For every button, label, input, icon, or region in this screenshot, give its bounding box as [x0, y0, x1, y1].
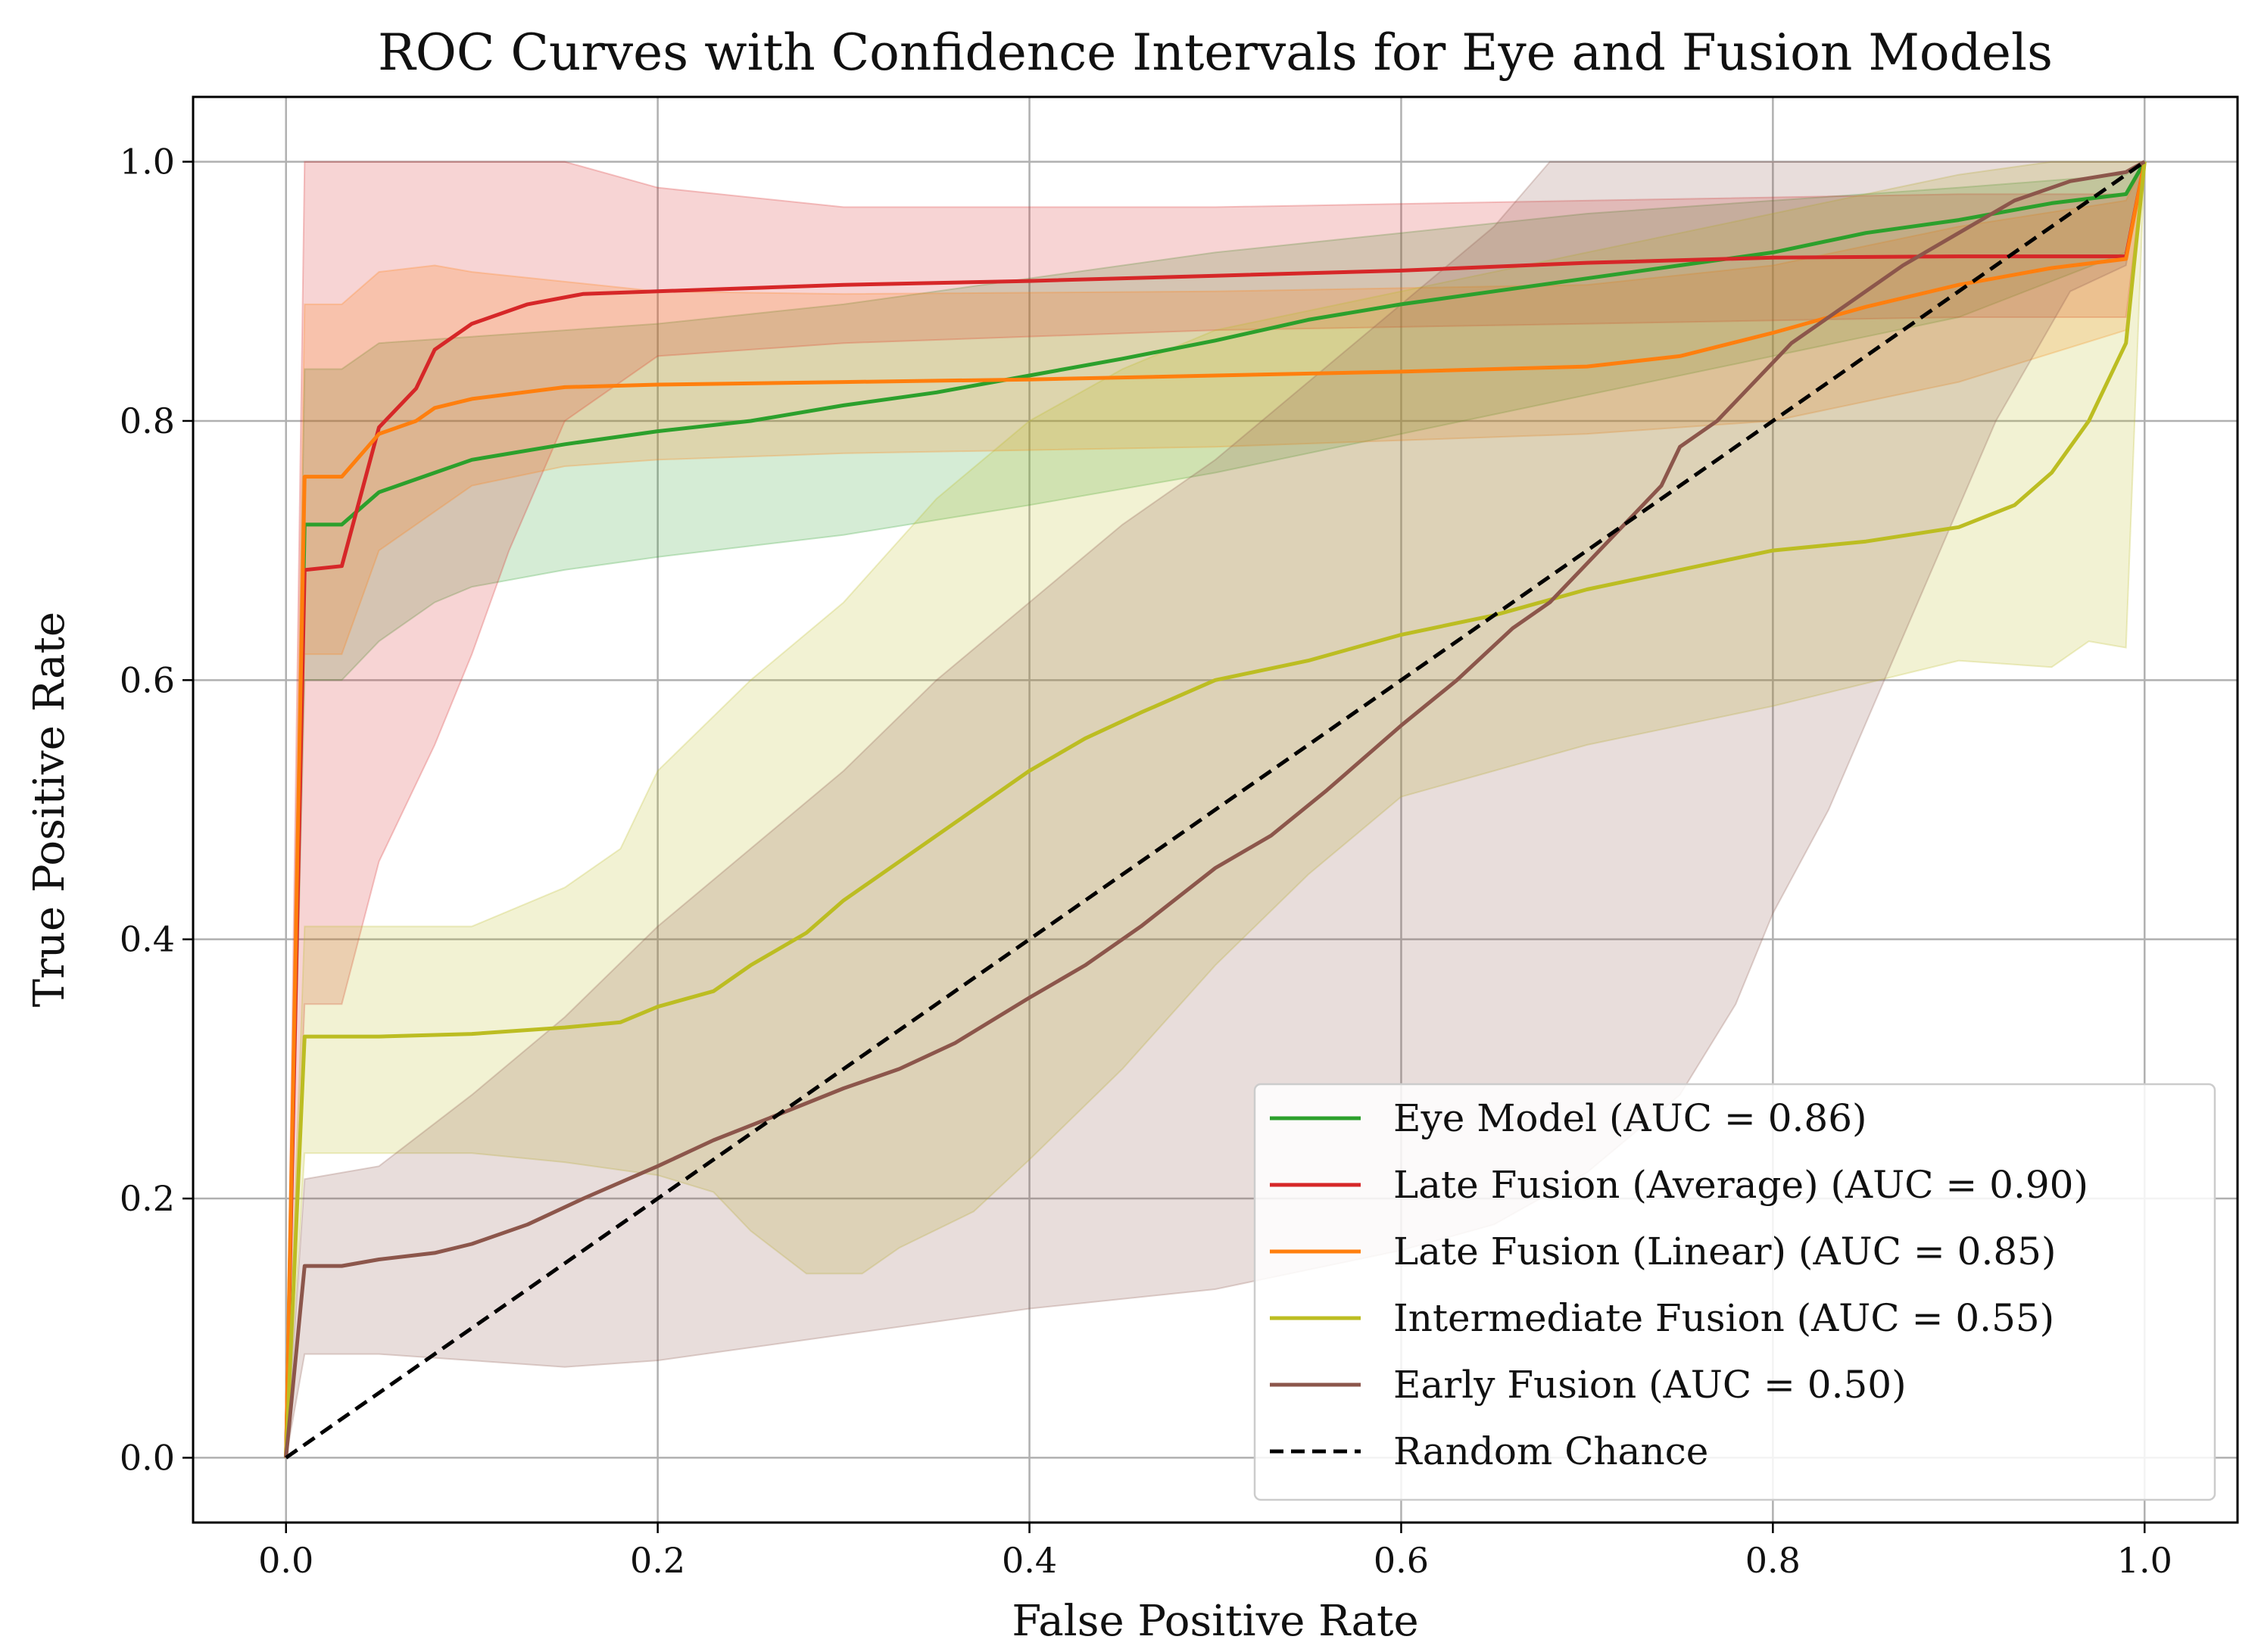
y-tick-label: 0.4: [120, 919, 175, 960]
x-tick-label: 1.0: [2117, 1540, 2172, 1581]
x-tick-label: 0.0: [258, 1540, 313, 1581]
y-tick-label: 0.2: [120, 1178, 175, 1219]
chart-title: ROC Curves with Confidence Intervals for…: [378, 23, 2053, 82]
y-tick-label: 1.0: [120, 142, 175, 182]
late-fusion-line: [284, 161, 2147, 1458]
x-axis-label: False Positive Rate: [1012, 1597, 1418, 1646]
legend-box: [1253, 1083, 2216, 1501]
y-tick-label: 0.0: [120, 1437, 175, 1478]
y-tick-label: 0.8: [120, 401, 175, 441]
plot-area-frame: [192, 95, 2239, 1524]
legend-label-intermediate-fusion: Intermediate Fusion (AUC = 0.55): [1393, 1296, 2054, 1340]
late-fusion-line: [284, 161, 2147, 1458]
legend-label-late-fusion: Late Fusion (Linear) (AUC = 0.85): [1393, 1230, 2056, 1273]
random-chance-line: [285, 160, 2146, 1460]
legend: Eye Model (AUC = 0.86) Late Fusion (Avera…: [1253, 1083, 2216, 1501]
legend-label-eye-model: Eye Model (AUC = 0.86): [1393, 1096, 1867, 1140]
intermediate-fusion-line: [284, 161, 2147, 1458]
series-lines: [284, 160, 2147, 1460]
x-tick-label: 0.4: [1002, 1540, 1057, 1581]
legend-label-random-chance: Random Chance: [1393, 1429, 1708, 1473]
legend-label-late-fusion: Late Fusion (Average) (AUC = 0.90): [1393, 1163, 2088, 1207]
x-tick-label: 0.8: [1745, 1540, 1801, 1581]
legend-label-early-fusion: Early Fusion (AUC = 0.50): [1393, 1363, 1907, 1407]
x-tick-label: 0.2: [630, 1540, 685, 1581]
early-fusion-line: [284, 160, 2146, 1458]
x-tick-label: 0.6: [1374, 1540, 1429, 1581]
eye-model-line: [284, 161, 2147, 1458]
y-axis-label: True Positive Rate: [25, 612, 74, 1007]
y-tick-label: 0.6: [120, 659, 175, 700]
axis-ticks: 0.0 0.2 0.4 0.6 0.8 1.0 0.0 0.2 0.4 0.6 0.8 1.0: [120, 142, 2172, 1581]
